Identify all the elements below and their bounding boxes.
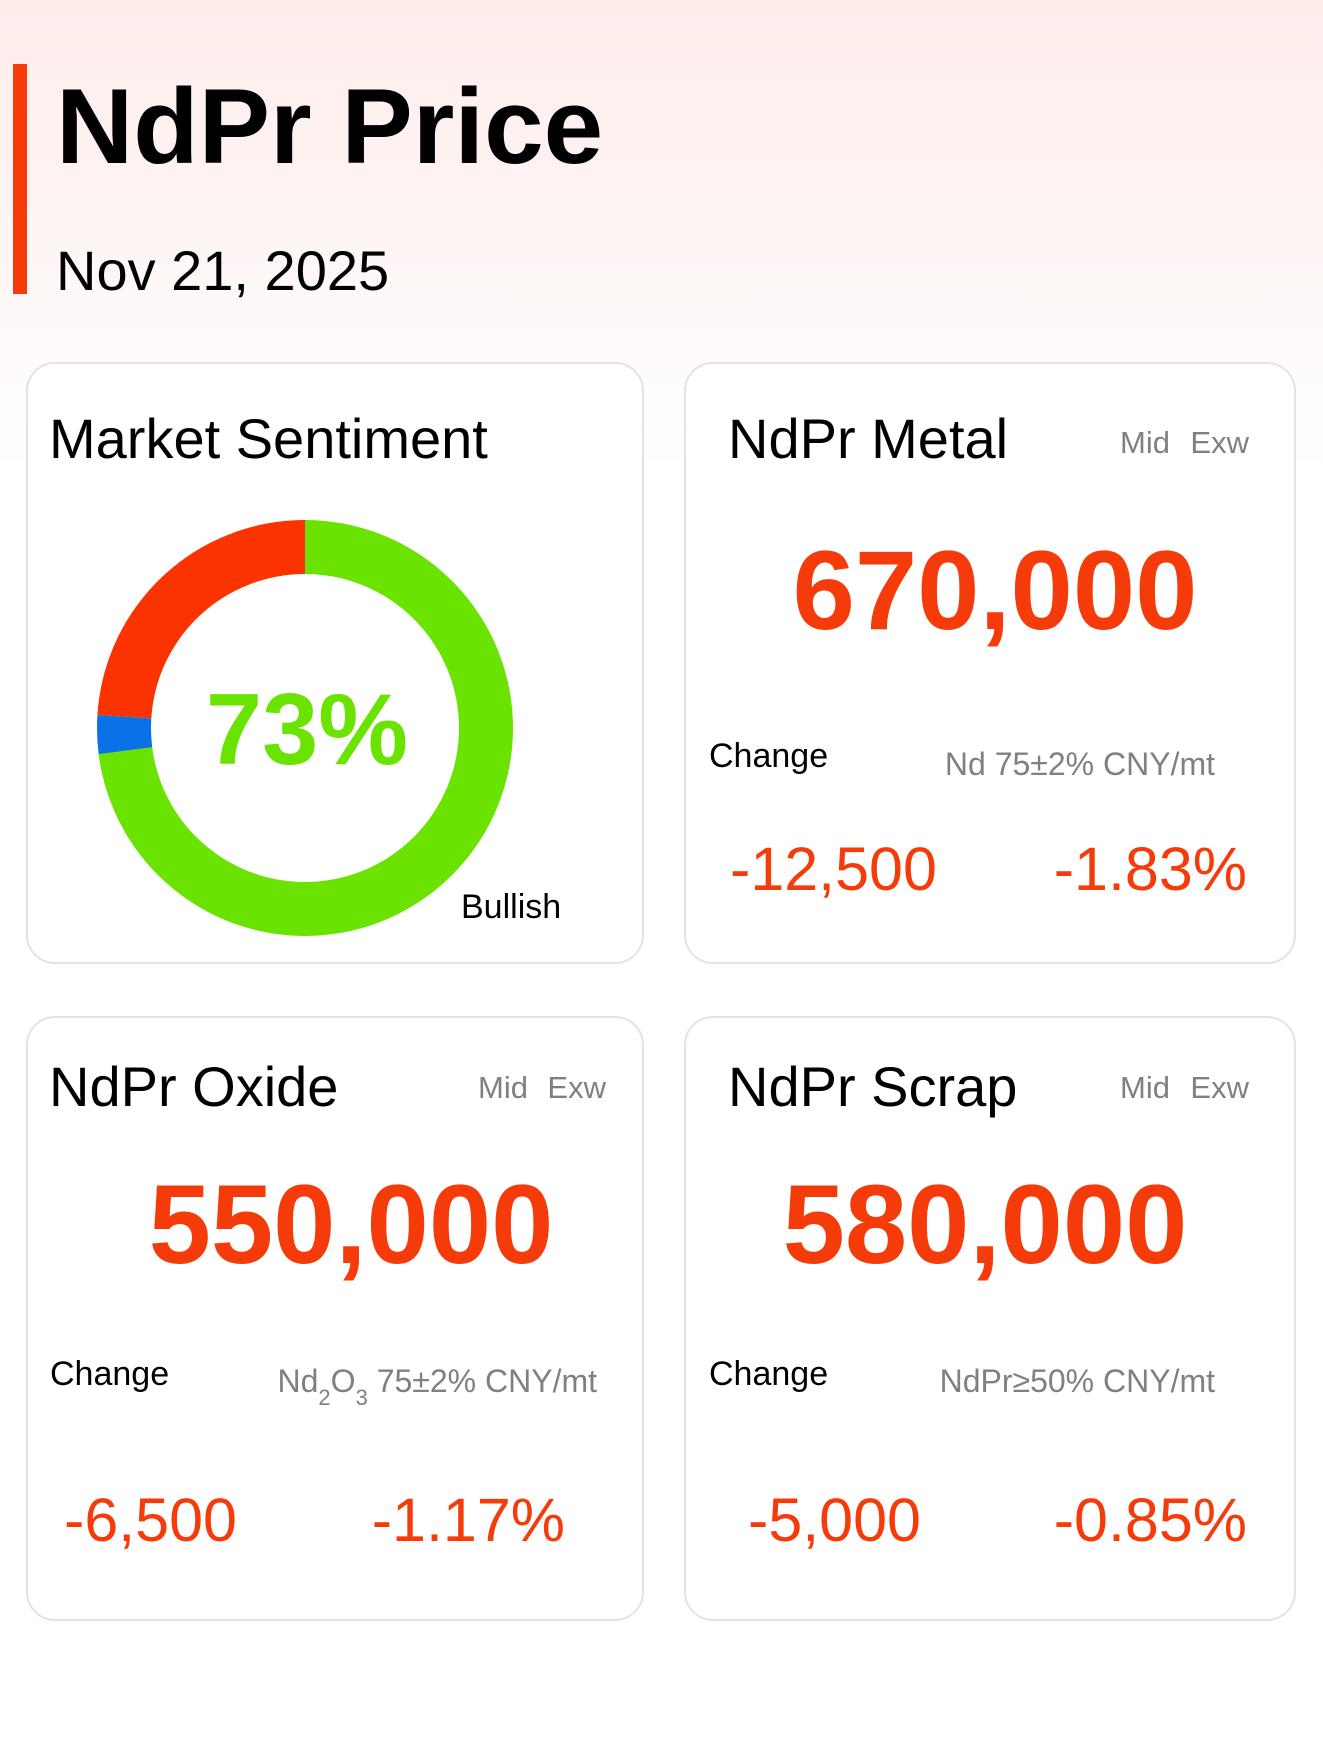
donut — [96, 520, 513, 936]
price: 550,000 — [149, 1162, 554, 1287]
card-title: NdPr Metal — [728, 407, 1008, 470]
price-card — [684, 1016, 1296, 1621]
card-title: NdPr Oxide — [49, 1055, 338, 1118]
accent-bar — [13, 64, 27, 294]
spec-part: Nd 75±2% CNY/mt — [945, 746, 1215, 782]
change-percent: -1.83% — [1054, 835, 1247, 903]
change-value: -12,500 — [730, 835, 937, 903]
spec-part: 75±2% CNY/mt — [368, 1363, 597, 1399]
donut-segment — [96, 714, 153, 755]
spec: NdPr≥50% CNY/mt — [940, 1363, 1216, 1399]
spec-part: 3 — [356, 1385, 368, 1410]
center-label: 73% — [206, 674, 408, 786]
price-card — [26, 1016, 644, 1621]
tag: Exw — [1190, 1070, 1249, 1105]
change-label: Change — [709, 1355, 828, 1393]
tag: Mid — [478, 1070, 528, 1105]
card-title: NdPr Scrap — [728, 1055, 1017, 1118]
change-value: -5,000 — [748, 1486, 921, 1554]
price: 670,000 — [793, 528, 1198, 653]
change-label: Change — [709, 737, 828, 775]
tag: Exw — [547, 1070, 606, 1105]
tag: Exw — [1190, 425, 1249, 460]
tag: Mid — [1120, 425, 1170, 460]
change-value: -6,500 — [64, 1486, 237, 1554]
tag: Mid — [1120, 1070, 1170, 1105]
sentiment-label: Bullish — [461, 888, 561, 926]
change-percent: -1.17% — [372, 1486, 565, 1554]
spec-part: NdPr≥50% CNY/mt — [940, 1363, 1216, 1399]
page-title: NdPr Price — [56, 66, 603, 186]
spec: Nd2O3 75±2% CNY/mt — [278, 1363, 598, 1410]
spec-part: O — [331, 1363, 356, 1399]
change-label: Change — [50, 1355, 169, 1393]
card-title: Market Sentiment — [49, 407, 488, 470]
date: Nov 21, 2025 — [56, 239, 389, 302]
price-card — [684, 362, 1296, 964]
spec-part: Nd — [278, 1363, 319, 1399]
spec: Nd 75±2% CNY/mt — [945, 746, 1215, 782]
price: 580,000 — [783, 1162, 1188, 1287]
spec-part: 2 — [318, 1385, 330, 1410]
donut-segment — [97, 520, 306, 719]
change-percent: -0.85% — [1054, 1486, 1247, 1554]
